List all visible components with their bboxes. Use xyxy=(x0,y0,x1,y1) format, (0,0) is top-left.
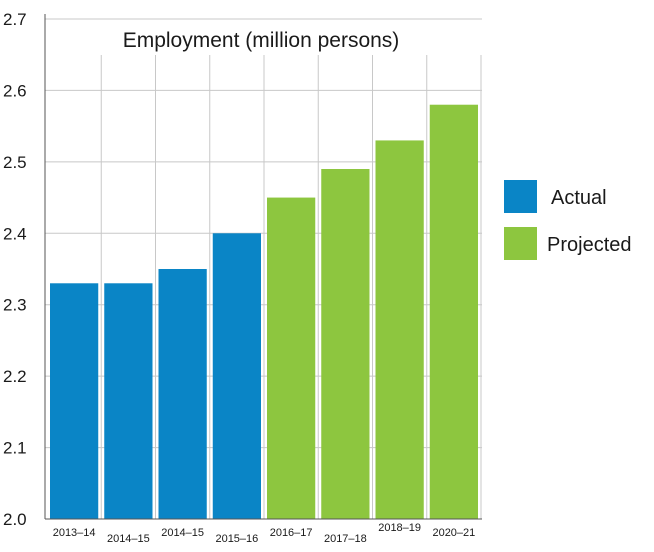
chart-title: Employment (million persons) xyxy=(123,29,400,52)
legend-label: Actual xyxy=(551,187,607,209)
bars xyxy=(50,104,478,520)
x-tick-labels: 2013–14 2014–15 2014–15 2015–16 2016–17 2017–… xyxy=(53,522,476,545)
y-tick-label: 2.4 xyxy=(3,224,27,243)
bar-projected xyxy=(429,104,478,519)
y-tick-label: 2.1 xyxy=(3,439,27,458)
bar-projected xyxy=(375,140,424,519)
x-tick-label: 2016–17 xyxy=(270,527,313,539)
y-tick-label: 2.2 xyxy=(3,367,27,386)
bar-actual xyxy=(50,283,99,519)
x-tick-label: 2020–21 xyxy=(432,527,475,539)
bar-actual xyxy=(158,269,207,519)
y-tick-label: 2.0 xyxy=(3,510,27,529)
axes xyxy=(44,14,482,520)
y-tick-label: 2.3 xyxy=(3,296,27,315)
x-tick-label: 2013–14 xyxy=(53,527,96,539)
x-tick-label: 2014–15 xyxy=(161,527,204,539)
x-tick-label: 2014–15 xyxy=(107,533,150,545)
y-tick-label: 2.6 xyxy=(3,81,27,100)
x-tick-label: 2018–19 xyxy=(378,522,421,534)
y-tick-label: 2.5 xyxy=(3,153,27,172)
y-tick-label: 2.7 xyxy=(3,10,27,29)
bar-actual xyxy=(212,233,261,520)
bar-projected xyxy=(321,169,370,519)
legend-swatch xyxy=(504,227,537,260)
y-tick-labels: 2.0 2.1 2.2 2.3 2.4 2.5 2.6 2.7 xyxy=(3,10,27,529)
grid xyxy=(45,18,482,519)
x-tick-label: 2015–16 xyxy=(215,533,258,545)
legend: Actual Projected xyxy=(504,180,632,260)
x-tick-label: 2017–18 xyxy=(324,533,367,545)
legend-swatch xyxy=(504,180,537,213)
bar-projected xyxy=(267,197,316,520)
bar-actual xyxy=(104,283,153,519)
legend-label: Projected xyxy=(547,234,632,256)
